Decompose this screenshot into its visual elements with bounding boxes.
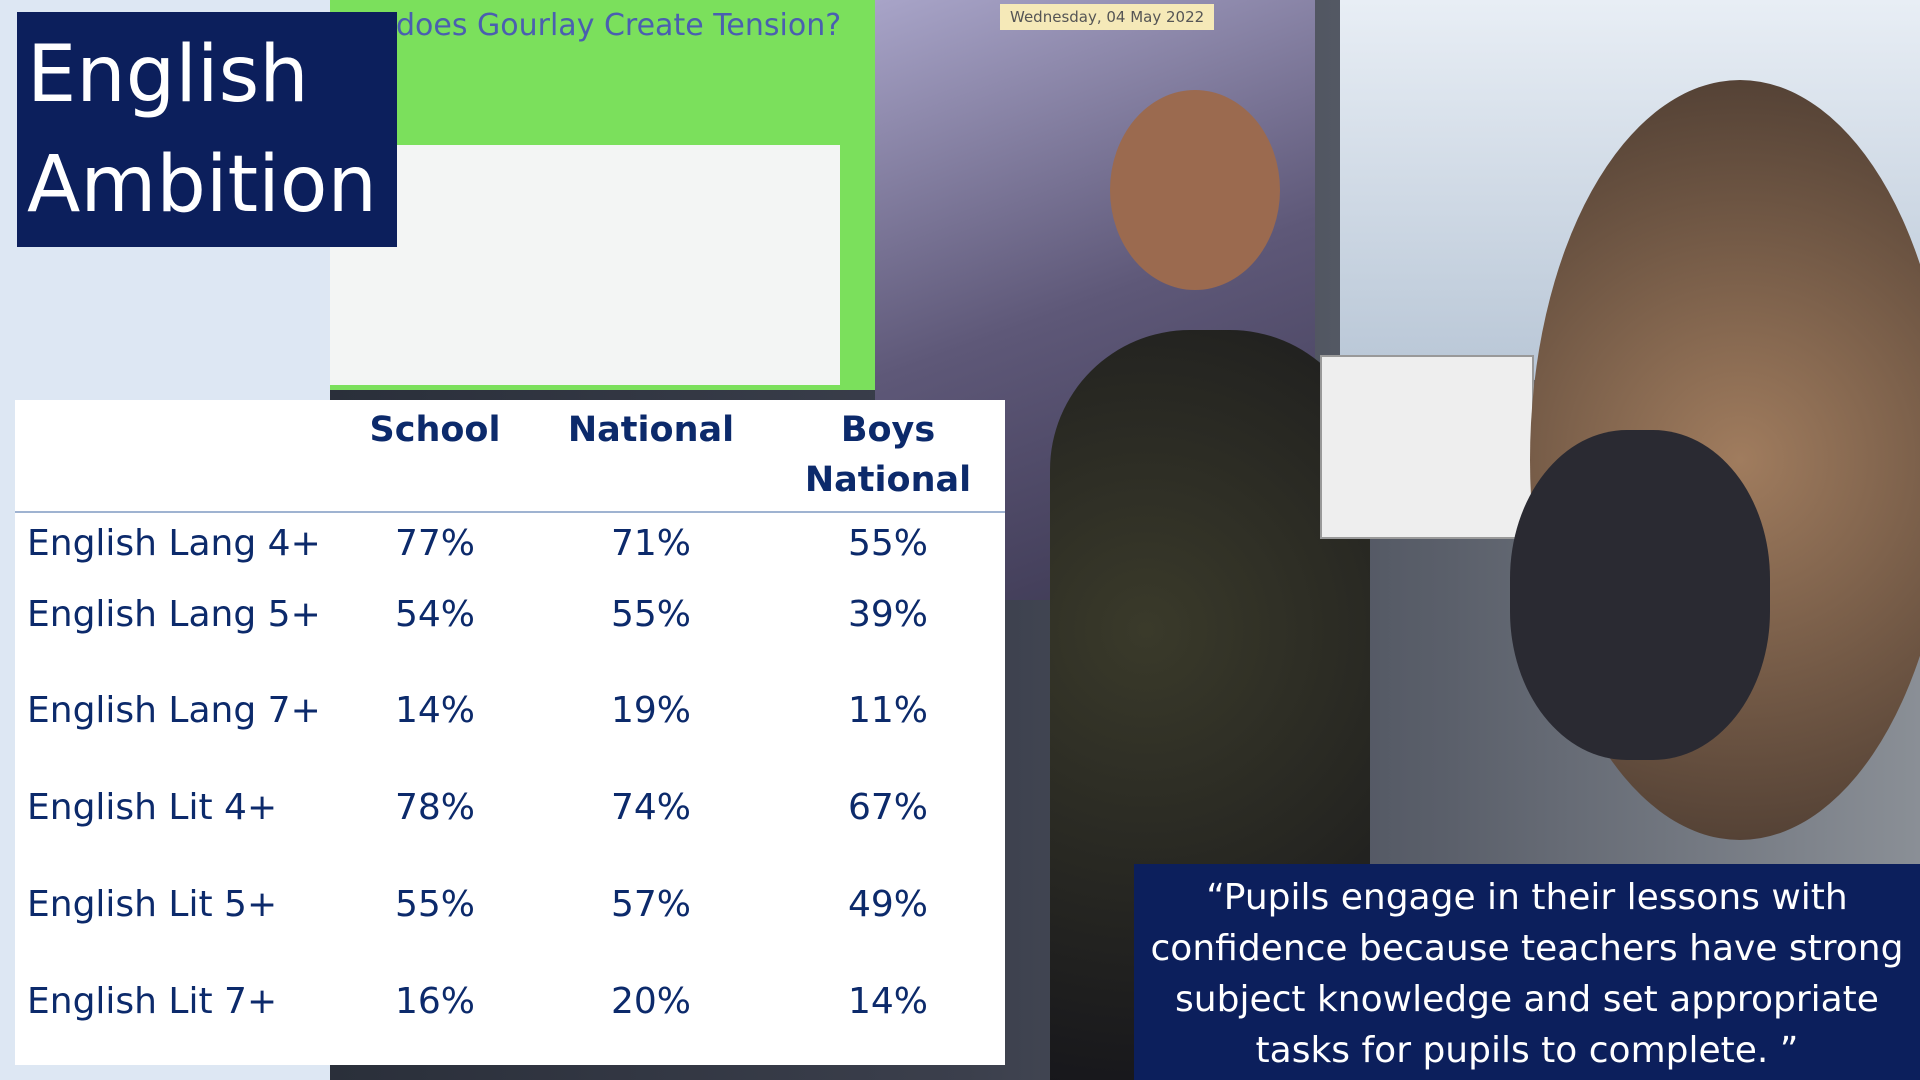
row-label: English Lit 4+ <box>27 787 278 828</box>
cell-value: 19% <box>610 690 691 731</box>
cell-value: 55% <box>610 594 691 635</box>
cell-value: 55% <box>847 523 928 564</box>
screen-text-area <box>330 145 840 385</box>
cell-value: 78% <box>394 787 475 828</box>
cell-value: 54% <box>394 594 475 635</box>
teacher-face <box>1110 90 1280 290</box>
quote-box: “Pupils engage in their lessons with con… <box>1134 864 1920 1080</box>
cell-value: 11% <box>847 690 928 731</box>
cell-value: 71% <box>610 523 691 564</box>
cell-value: 16% <box>394 981 475 1022</box>
title-box: English Ambition <box>17 12 397 247</box>
cell-value: 14% <box>394 690 475 731</box>
results-table: School National Boys National English Lang … <box>15 400 1005 1065</box>
cell-value: 57% <box>610 884 691 925</box>
cell-value: 77% <box>394 523 475 564</box>
classroom-photo: does Gourlay Create Tension? Wednesday, … <box>330 0 1920 1080</box>
row-label: English Lang 7+ <box>27 690 321 731</box>
cell-value: 67% <box>847 787 928 828</box>
title: Ambition <box>27 140 377 230</box>
row-label: English Lit 5+ <box>27 884 278 925</box>
cell-value: 49% <box>847 884 928 925</box>
screen-date: Wednesday, 04 May 2022 <box>1000 4 1215 30</box>
cell-value: 55% <box>394 884 475 925</box>
title: English <box>27 30 309 120</box>
row-label: English Lang 4+ <box>27 523 321 564</box>
cell-value: 14% <box>847 981 928 1022</box>
cell-value: 74% <box>610 787 691 828</box>
cell-value: 39% <box>847 594 928 635</box>
row-label: English Lit 7+ <box>27 981 278 1022</box>
column-header: National <box>567 410 735 450</box>
header-rule <box>15 511 1005 513</box>
column-header: Boys National <box>804 410 972 500</box>
cell-value: 20% <box>610 981 691 1022</box>
column-header: School <box>369 410 501 450</box>
book <box>1320 355 1534 539</box>
row-label: English Lang 5+ <box>27 594 321 635</box>
student <box>1510 430 1770 760</box>
quote: “Pupils engage in their lessons with con… <box>1150 877 1904 1071</box>
screen-heading: does Gourlay Create Tension? <box>396 8 842 43</box>
